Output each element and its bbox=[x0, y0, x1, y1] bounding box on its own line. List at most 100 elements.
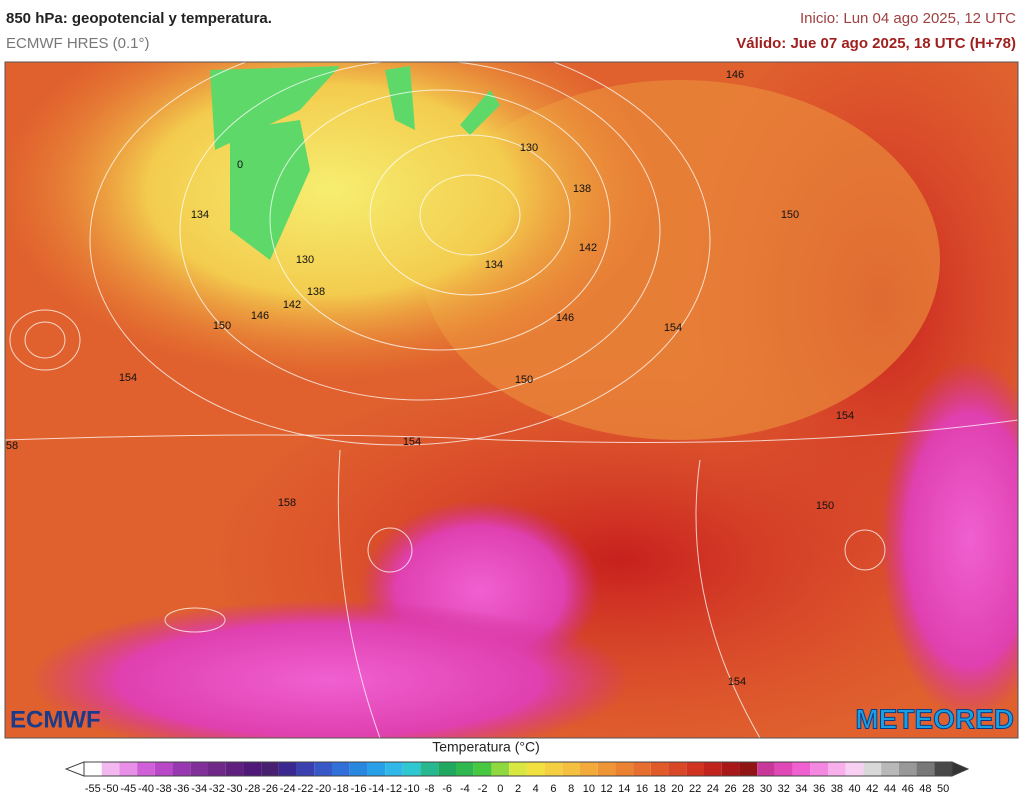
legend-swatch bbox=[243, 762, 262, 776]
legend-swatch bbox=[597, 762, 616, 776]
legend-label: 46 bbox=[902, 783, 914, 795]
legend-label: 40 bbox=[848, 783, 860, 795]
legend-label: -14 bbox=[368, 783, 384, 795]
legend-label: -22 bbox=[297, 783, 313, 795]
contour-label: 146 bbox=[556, 312, 574, 324]
legend-label: 34 bbox=[795, 783, 807, 795]
legend-label: -30 bbox=[227, 783, 243, 795]
contour-label: 154 bbox=[836, 410, 854, 422]
legend-label: 18 bbox=[654, 783, 666, 795]
legend-label: 8 bbox=[568, 783, 574, 795]
legend-label: 30 bbox=[760, 783, 772, 795]
contour-label: 0 bbox=[237, 159, 243, 171]
legend-label: -55 bbox=[85, 783, 101, 795]
legend-swatch bbox=[898, 762, 917, 776]
legend-label: -12 bbox=[386, 783, 402, 795]
legend-frame bbox=[83, 761, 953, 777]
legend-title: Temperatura (°C) bbox=[432, 739, 540, 755]
legend-swatch bbox=[172, 762, 191, 776]
legend-label: 16 bbox=[636, 783, 648, 795]
legend-label: 44 bbox=[884, 783, 896, 795]
legend-swatch bbox=[509, 762, 527, 776]
contour-label: 150 bbox=[515, 374, 533, 386]
legend-label: -2 bbox=[478, 783, 488, 795]
legend-arrow-left bbox=[64, 761, 85, 777]
legend-swatch bbox=[704, 762, 722, 776]
legend-arrow-right bbox=[951, 761, 970, 777]
contour-label: 154 bbox=[664, 322, 682, 334]
legend-label: 0 bbox=[497, 783, 503, 795]
contour-label: 150 bbox=[816, 500, 834, 512]
legend-swatch bbox=[491, 762, 510, 776]
legend-label: -36 bbox=[173, 783, 189, 795]
legend-label: -28 bbox=[244, 783, 260, 795]
legend-swatch bbox=[757, 762, 775, 776]
legend-swatch bbox=[845, 762, 864, 776]
model: ECMWF HRES (0.1°) bbox=[6, 35, 150, 52]
contour-label: 158 bbox=[278, 497, 296, 509]
legend-label: 10 bbox=[583, 783, 595, 795]
valid-time: Válido: Jue 07 ago 2025, 18 UTC (H+78) bbox=[736, 35, 1016, 52]
legend-label: -16 bbox=[351, 783, 367, 795]
legend-label: -20 bbox=[315, 783, 331, 795]
contour-label: 154 bbox=[728, 676, 746, 688]
legend-label: 38 bbox=[831, 783, 843, 795]
legend-swatch bbox=[402, 762, 421, 776]
legend-label: -8 bbox=[425, 783, 435, 795]
legend-label: 24 bbox=[707, 783, 719, 795]
contour-label: 130 bbox=[296, 254, 314, 266]
legend-swatch bbox=[774, 762, 793, 776]
legend-swatch bbox=[686, 762, 704, 776]
legend-swatch bbox=[650, 762, 669, 776]
legend-label: -45 bbox=[120, 783, 136, 795]
map bbox=[5, 62, 1018, 738]
init-time: Inicio: Lun 04 ago 2025, 12 UTC bbox=[800, 10, 1016, 27]
legend-swatch bbox=[332, 762, 350, 776]
legend-label: 42 bbox=[866, 783, 878, 795]
legend-swatch bbox=[101, 762, 120, 776]
contour-label: 130 bbox=[520, 142, 538, 154]
legend-swatch bbox=[633, 762, 651, 776]
contour-label: 58 bbox=[6, 440, 18, 452]
ecmwf-logo: ECMWF bbox=[10, 706, 101, 733]
legend-swatch bbox=[438, 762, 456, 776]
contour-label: 154 bbox=[119, 372, 137, 384]
legend-label: -18 bbox=[333, 783, 349, 795]
legend-swatch bbox=[208, 762, 226, 776]
legend-swatch bbox=[810, 762, 828, 776]
legend-label: 12 bbox=[600, 783, 612, 795]
meteored-logo: METEORED bbox=[855, 703, 1014, 734]
legend-label: 6 bbox=[550, 783, 556, 795]
contour-label: 154 bbox=[403, 436, 421, 448]
legend-swatch bbox=[615, 762, 634, 776]
legend-swatch bbox=[261, 762, 279, 776]
legend-label: 26 bbox=[724, 783, 736, 795]
legend-label: -32 bbox=[209, 783, 225, 795]
legend-label: 50 bbox=[937, 783, 949, 795]
legend-swatch bbox=[934, 762, 952, 776]
contour-label: 134 bbox=[485, 259, 503, 271]
title: 850 hPa: geopotencial y temperatura. bbox=[6, 10, 272, 27]
legend-label: -40 bbox=[138, 783, 154, 795]
legend-swatch bbox=[349, 762, 368, 776]
legend-swatch bbox=[473, 762, 492, 776]
legend-swatch bbox=[367, 762, 386, 776]
legend-label: 28 bbox=[742, 783, 754, 795]
legend-swatch bbox=[863, 762, 882, 776]
legend-label: -50 bbox=[103, 783, 119, 795]
legend-swatch bbox=[792, 762, 811, 776]
legend-swatch bbox=[154, 762, 173, 776]
legend-label: -34 bbox=[191, 783, 207, 795]
legend-swatch bbox=[456, 762, 474, 776]
legend-swatch bbox=[296, 762, 315, 776]
legend-swatch bbox=[881, 762, 899, 776]
legend-swatch bbox=[314, 762, 332, 776]
legend-swatch bbox=[278, 762, 297, 776]
legend-label: -10 bbox=[404, 783, 420, 795]
legend-swatch bbox=[137, 762, 155, 776]
legend-swatch bbox=[119, 762, 138, 776]
legend-swatch bbox=[562, 762, 580, 776]
legend-label: 14 bbox=[618, 783, 630, 795]
legend-label: 20 bbox=[671, 783, 683, 795]
